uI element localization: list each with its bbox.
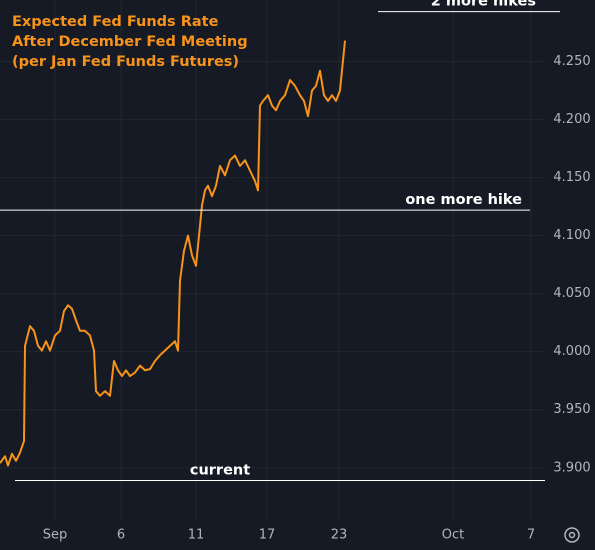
y-tick-label: 4.100 [553,228,590,243]
x-tick-label: 17 [259,528,276,543]
series-line [0,40,346,467]
x-tick-label: 23 [331,528,348,543]
y-tick-label: 3.950 [553,402,590,417]
x-tick-label: Oct [442,528,464,543]
y-tick-label: 4.050 [553,286,590,301]
y-tick-label: 4.000 [553,344,590,359]
gear-outer[interactable] [564,527,580,543]
chart-title: Expected Fed Funds Rate [12,14,219,30]
y-tick-label: 4.200 [553,112,590,127]
gear-inner[interactable] [568,531,576,539]
annotation-label: current [190,463,250,479]
settings-icon[interactable] [564,527,580,543]
annotation-label: 2 more hikes [431,0,536,10]
x-tick-label: 7 [527,528,535,543]
annotation-label: one more hike [405,192,522,208]
y-tick-label: 4.150 [553,170,590,185]
x-tick-label: 11 [188,528,205,543]
y-tick-label: 3.900 [553,460,590,475]
chart-title: (per Jan Fed Funds Futures) [12,54,239,70]
x-tick-label: Sep [43,528,68,543]
x-tick-label: 6 [117,528,125,543]
y-tick-label: 4.250 [553,54,590,69]
chart-title: After December Fed Meeting [12,34,248,50]
